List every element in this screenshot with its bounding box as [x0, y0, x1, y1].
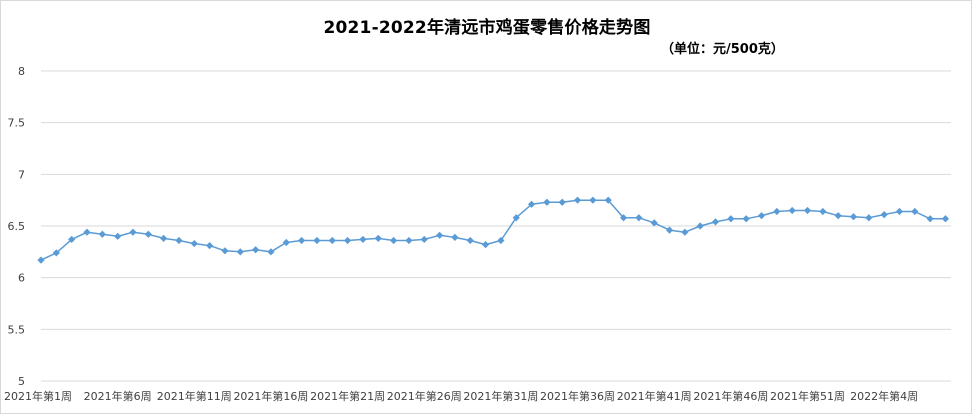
x-tick-label: 2021年第26周	[387, 389, 462, 403]
y-tick-label: 5	[18, 375, 25, 388]
data-point-marker	[941, 215, 950, 223]
data-point-marker	[865, 214, 873, 222]
data-point-marker	[451, 233, 459, 241]
data-point-marker	[221, 247, 229, 255]
data-point-marker	[160, 234, 168, 242]
y-tick-label: 7.5	[8, 117, 26, 130]
data-point-marker	[68, 235, 76, 244]
data-point-marker	[344, 236, 352, 245]
y-tick-label: 8	[18, 65, 25, 78]
data-point-marker	[481, 241, 490, 249]
y-tick-label: 7	[18, 168, 25, 181]
data-point-marker	[849, 213, 858, 221]
x-tick-label: 2021年第41周	[617, 389, 692, 403]
data-point-marker	[834, 212, 842, 220]
data-point-marker	[696, 222, 704, 230]
x-tick-label: 2021年第36周	[540, 389, 615, 403]
data-point-marker	[466, 236, 474, 245]
y-tick-label: 5.5	[8, 323, 26, 336]
data-point-marker	[267, 248, 275, 256]
x-tick-label: 2021年第1周	[4, 389, 72, 403]
data-point-marker	[926, 215, 934, 223]
data-point-marker	[52, 249, 60, 257]
y-tick-label: 6	[18, 272, 25, 285]
series-line-layer	[40, 199, 946, 261]
data-point-marker	[788, 206, 796, 215]
series-line	[40, 199, 946, 261]
data-point-marker	[604, 196, 612, 204]
data-point-marker	[405, 236, 413, 245]
data-point-marker	[711, 218, 720, 226]
data-point-marker	[665, 226, 674, 234]
data-point-marker	[512, 214, 520, 222]
data-point-marker	[83, 228, 91, 236]
data-point-marker	[527, 200, 536, 208]
data-point-marker	[252, 246, 260, 254]
data-point-marker	[298, 236, 306, 245]
x-tick-label: 2021年第11周	[157, 389, 232, 403]
x-tick-label: 2021年第6周	[84, 389, 152, 403]
x-tick-label: 2021年第21周	[310, 389, 385, 403]
data-point-marker	[497, 236, 505, 245]
chart-subtitle: （单位：元/500克）	[661, 42, 784, 57]
data-point-marker	[803, 206, 812, 215]
data-point-marker	[236, 248, 244, 256]
data-point-marker	[374, 234, 382, 242]
data-point-marker	[589, 196, 597, 204]
x-tick-label: 2021年第51周	[770, 389, 845, 403]
y-tick-label: 6.5	[8, 220, 26, 233]
data-point-marker	[895, 207, 904, 216]
data-point-marker	[190, 239, 198, 248]
gridlines	[41, 70, 951, 382]
data-point-marker	[773, 207, 781, 216]
x-tick-label: 2022年第4周	[850, 389, 918, 403]
data-point-marker	[206, 242, 214, 250]
data-points	[37, 196, 950, 264]
data-point-marker	[819, 207, 827, 216]
data-point-marker	[558, 198, 566, 206]
data-point-marker	[573, 196, 582, 204]
data-point-marker	[389, 236, 398, 245]
data-point-marker	[98, 230, 106, 238]
data-point-marker	[420, 235, 428, 244]
data-point-marker	[681, 228, 689, 236]
chart-title: 2021-2022年清远市鸡蛋零售价格走势图	[323, 18, 651, 38]
x-tick-label: 2021年第46周	[693, 389, 768, 403]
data-point-marker	[359, 235, 367, 244]
data-point-marker	[742, 215, 750, 223]
data-point-marker	[880, 211, 888, 219]
data-point-marker	[911, 207, 919, 216]
data-point-marker	[619, 214, 628, 222]
x-tick-label: 2021年第31周	[463, 389, 538, 403]
data-point-marker	[114, 232, 122, 240]
data-point-marker	[129, 228, 137, 236]
data-point-marker	[37, 256, 45, 264]
data-point-marker	[635, 214, 643, 222]
y-axis: 5 5.5 6 6.5 7 7.5 8	[8, 65, 26, 388]
data-point-marker	[282, 238, 290, 247]
data-point-marker	[175, 236, 183, 245]
data-point-marker	[543, 198, 551, 206]
data-point-marker	[650, 219, 658, 227]
data-point-marker	[757, 212, 766, 220]
data-point-marker	[727, 215, 735, 223]
data-point-marker	[435, 231, 444, 239]
data-point-marker	[313, 236, 321, 245]
x-tick-label: 2021年第16周	[233, 389, 308, 403]
data-point-marker	[144, 230, 152, 238]
data-point-marker	[328, 236, 336, 245]
x-axis: 2021年第1周 2021年第6周 2021年第11周 2021年第16周 2021年第…	[4, 389, 918, 403]
